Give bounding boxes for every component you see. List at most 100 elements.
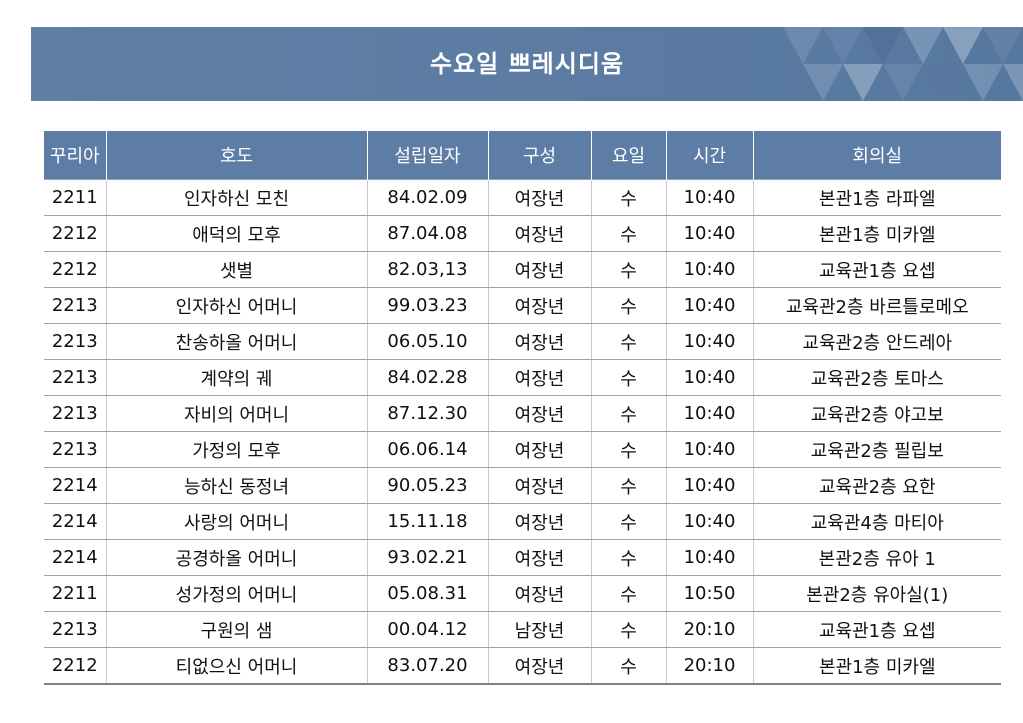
cell-composition: 여장년 [487,323,591,360]
cell-time: 10:40 [665,467,753,504]
table-row: 2212 애덕의 모후 87.04.08 여장년 수 10:40 본관1층 미카엘 [44,215,1001,252]
cell-curia: 2213 [44,323,106,360]
cell-composition: 여장년 [487,647,591,685]
cell-curia: 2213 [44,287,106,324]
cell-curia: 2211 [44,179,106,216]
cell-weekday: 수 [590,647,666,685]
cell-meeting-room: 교육관2층 안드레아 [752,323,1001,360]
table-body: 2211 인자하신 모친 84.02.09 여장년 수 10:40 본관1층 라파엘 2212… [44,179,1001,685]
cell-weekday: 수 [590,611,666,648]
cell-meeting-room: 본관1층 미카엘 [752,215,1001,252]
cell-meeting-room: 교육관2층 바르틀로메오 [752,287,1001,324]
cell-meeting-room: 본관1층 미카엘 [752,647,1001,685]
cell-founded-date: 90.05.23 [366,467,488,504]
cell-founded-date: 06.05.10 [366,323,488,360]
cell-founded-date: 87.12.30 [366,395,488,432]
table-row: 2213 자비의 어머니 87.12.30 여장년 수 10:40 교육관2층 야고보 [44,395,1001,432]
cell-weekday: 수 [590,359,666,396]
page-title: 수요일 쁘레시디움 [430,50,624,78]
table-row: 2213 가정의 모후 06.06.14 여장년 수 10:40 교육관2층 필립보 [44,431,1001,468]
cell-composition: 여장년 [487,431,591,468]
cell-time: 10:40 [665,395,753,432]
cell-weekday: 수 [590,539,666,576]
cell-time: 10:50 [665,575,753,612]
cell-composition: 여장년 [487,395,591,432]
cell-name: 샛별 [105,251,367,288]
cell-time: 20:10 [665,647,753,685]
cell-composition: 여장년 [487,359,591,396]
cell-name: 사랑의 어머니 [105,503,367,540]
cell-meeting-room: 교육관2층 야고보 [752,395,1001,432]
cell-name: 인자하신 모친 [105,179,367,216]
table-row: 2212 티없으신 어머니 83.07.20 여장년 수 20:10 본관1층 미카엘 [44,647,1001,685]
cell-curia: 2213 [44,611,106,648]
cell-time: 10:40 [665,503,753,540]
triangle-pattern-decoration [783,27,1023,101]
header-row: 꾸리아 호도 설립일자 구성 요일 시간 회의실 [44,131,1001,180]
cell-curia: 2214 [44,539,106,576]
cell-curia: 2211 [44,575,106,612]
cell-composition: 여장년 [487,575,591,612]
header-curia: 꾸리아 [44,131,106,180]
table-row: 2211 인자하신 모친 84.02.09 여장년 수 10:40 본관1층 라파엘 [44,179,1001,216]
cell-time: 10:40 [665,215,753,252]
cell-name: 가정의 모후 [105,431,367,468]
cell-composition: 여장년 [487,287,591,324]
header-meeting-room: 회의실 [752,131,1001,180]
cell-time: 10:40 [665,539,753,576]
presidium-schedule-table: 꾸리아 호도 설립일자 구성 요일 시간 회의실 2211 인자하신 모친 84.0… [44,131,1001,685]
cell-weekday: 수 [590,287,666,324]
cell-weekday: 수 [590,215,666,252]
cell-name: 자비의 어머니 [105,395,367,432]
cell-founded-date: 99.03.23 [366,287,488,324]
cell-curia: 2214 [44,503,106,540]
cell-curia: 2212 [44,647,106,685]
table-row: 2213 찬송하올 어머니 06.05.10 여장년 수 10:40 교육관2층 안드레아 [44,323,1001,360]
cell-time: 10:40 [665,179,753,216]
cell-composition: 여장년 [487,467,591,504]
cell-name: 능하신 동정녀 [105,467,367,504]
table-row: 2214 능하신 동정녀 90.05.23 여장년 수 10:40 교육관2층 요한 [44,467,1001,504]
header-composition: 구성 [487,131,591,180]
cell-composition: 여장년 [487,539,591,576]
cell-weekday: 수 [590,179,666,216]
cell-founded-date: 83.07.20 [366,647,488,685]
cell-time: 10:40 [665,287,753,324]
cell-name: 성가정의 어머니 [105,575,367,612]
cell-meeting-room: 교육관2층 필립보 [752,431,1001,468]
cell-weekday: 수 [590,431,666,468]
cell-weekday: 수 [590,575,666,612]
cell-curia: 2213 [44,395,106,432]
cell-weekday: 수 [590,251,666,288]
cell-meeting-room: 본관1층 라파엘 [752,179,1001,216]
table-row: 2214 공경하올 어머니 93.02.21 여장년 수 10:40 본관2층 유아 1 [44,539,1001,576]
table-row: 2213 계약의 궤 84.02.28 여장년 수 10:40 교육관2층 토마스 [44,359,1001,396]
cell-time: 10:40 [665,323,753,360]
cell-meeting-room: 교육관1층 요셉 [752,611,1001,648]
table-row: 2214 사랑의 어머니 15.11.18 여장년 수 10:40 교육관4층 마티아 [44,503,1001,540]
cell-curia: 2214 [44,467,106,504]
cell-weekday: 수 [590,467,666,504]
cell-founded-date: 82.03,13 [366,251,488,288]
cell-time: 10:40 [665,251,753,288]
cell-composition: 남장년 [487,611,591,648]
header-name: 호도 [105,131,367,180]
table-header: 꾸리아 호도 설립일자 구성 요일 시간 회의실 [44,131,1001,180]
cell-composition: 여장년 [487,503,591,540]
cell-name: 계약의 궤 [105,359,367,396]
cell-curia: 2212 [44,251,106,288]
cell-name: 애덕의 모후 [105,215,367,252]
cell-name: 티없으신 어머니 [105,647,367,685]
cell-founded-date: 05.08.31 [366,575,488,612]
cell-name: 인자하신 어머니 [105,287,367,324]
cell-composition: 여장년 [487,215,591,252]
cell-founded-date: 87.04.08 [366,215,488,252]
header-time: 시간 [665,131,753,180]
cell-meeting-room: 교육관1층 요셉 [752,251,1001,288]
cell-time: 10:40 [665,359,753,396]
cell-founded-date: 93.02.21 [366,539,488,576]
cell-weekday: 수 [590,323,666,360]
table-row: 2213 인자하신 어머니 99.03.23 여장년 수 10:40 교육관2층 바르틀로메… [44,287,1001,324]
cell-composition: 여장년 [487,251,591,288]
table-row: 2211 성가정의 어머니 05.08.31 여장년 수 10:50 본관2층 유아실(1) [44,575,1001,612]
